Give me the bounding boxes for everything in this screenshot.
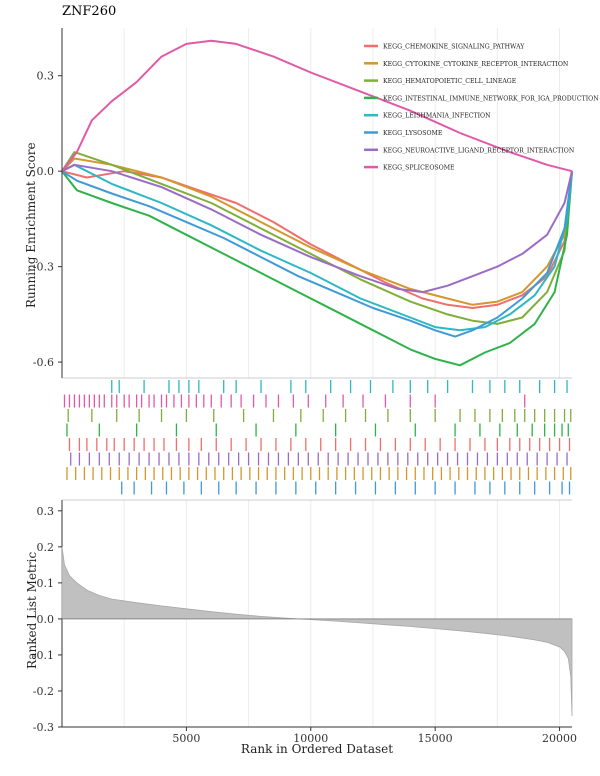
es-y-tick-label: 0.3 — [37, 70, 55, 83]
x-tick-label: 15000 — [418, 732, 453, 745]
es-y-tick-label: 0.0 — [37, 165, 55, 178]
es-line — [61, 151, 573, 325]
legend-label: KEGG_LYSOSOME — [383, 130, 443, 137]
x-axis: 5000 10000 15000 20000 — [172, 727, 577, 745]
metric-y-tick-label: -0.3 — [33, 721, 54, 734]
legend-label: KEGG_INTESTINAL_IMMUNE_NETWORK_FOR_IGA_P… — [383, 95, 599, 102]
metric-y-tick-label: 0.0 — [37, 613, 55, 626]
es-y-tick-label: -0.6 — [33, 356, 54, 369]
legend-label: KEGG_CHEMOKINE_SIGNALING_PATHWAY — [383, 44, 525, 51]
x-tick-label: 10000 — [293, 732, 328, 745]
legend-label: KEGG_HEMATOPOIETIC_CELL_LINEAGE — [383, 78, 517, 85]
x-tick-label: 5000 — [172, 732, 200, 745]
es-line — [61, 170, 573, 367]
es-lines — [61, 39, 573, 367]
es-y-axis-title: Running Enrichment Score — [24, 142, 38, 308]
es-line — [61, 170, 573, 309]
metric-y-tick-label: -0.1 — [33, 649, 54, 662]
legend-label: KEGG_LEISHMANIA_INFECTION — [383, 113, 491, 120]
metric-y-axis-title: Ranked List Metric — [25, 551, 39, 669]
legend-label: KEGG_CYTOKINE_CYTOKINE_RECEPTOR_INTERACT… — [383, 61, 569, 68]
chart-title: ZNF260 — [62, 4, 117, 19]
metric-y-tick-label: -0.2 — [33, 685, 54, 698]
hit-barcode — [63, 380, 572, 495]
es-line — [61, 39, 573, 173]
metric-y-tick-label: 0.1 — [37, 577, 55, 590]
x-axis-title: Rank in Ordered Dataset — [240, 742, 394, 756]
legend-label: KEGG_NEUROACTIVE_LIGAND_RECEPTOR_INTERAC… — [383, 147, 575, 154]
metric-y-tick-label: 0.3 — [37, 505, 55, 518]
x-tick-label: 20000 — [542, 732, 577, 745]
metric-y-tick-label: 0.2 — [37, 541, 55, 554]
legend-label: KEGG_SPLICEOSOME — [383, 165, 455, 172]
es-axis: 0.3 0.0 -0.3 -0.6 — [33, 28, 63, 378]
es-line — [61, 170, 573, 338]
es-line — [61, 163, 573, 294]
ranked-metric-area — [61, 546, 573, 717]
legend: KEGG_CHEMOKINE_SIGNALING_PATHWAY KEGG_CYT… — [364, 44, 599, 172]
ranked-metric-panel: 0.3 0.2 0.1 0.0 -0.1 -0.2 -0.3 — [33, 377, 573, 734]
es-line — [61, 163, 573, 332]
es-y-tick-label: -0.3 — [33, 261, 54, 274]
es-line — [61, 157, 573, 306]
